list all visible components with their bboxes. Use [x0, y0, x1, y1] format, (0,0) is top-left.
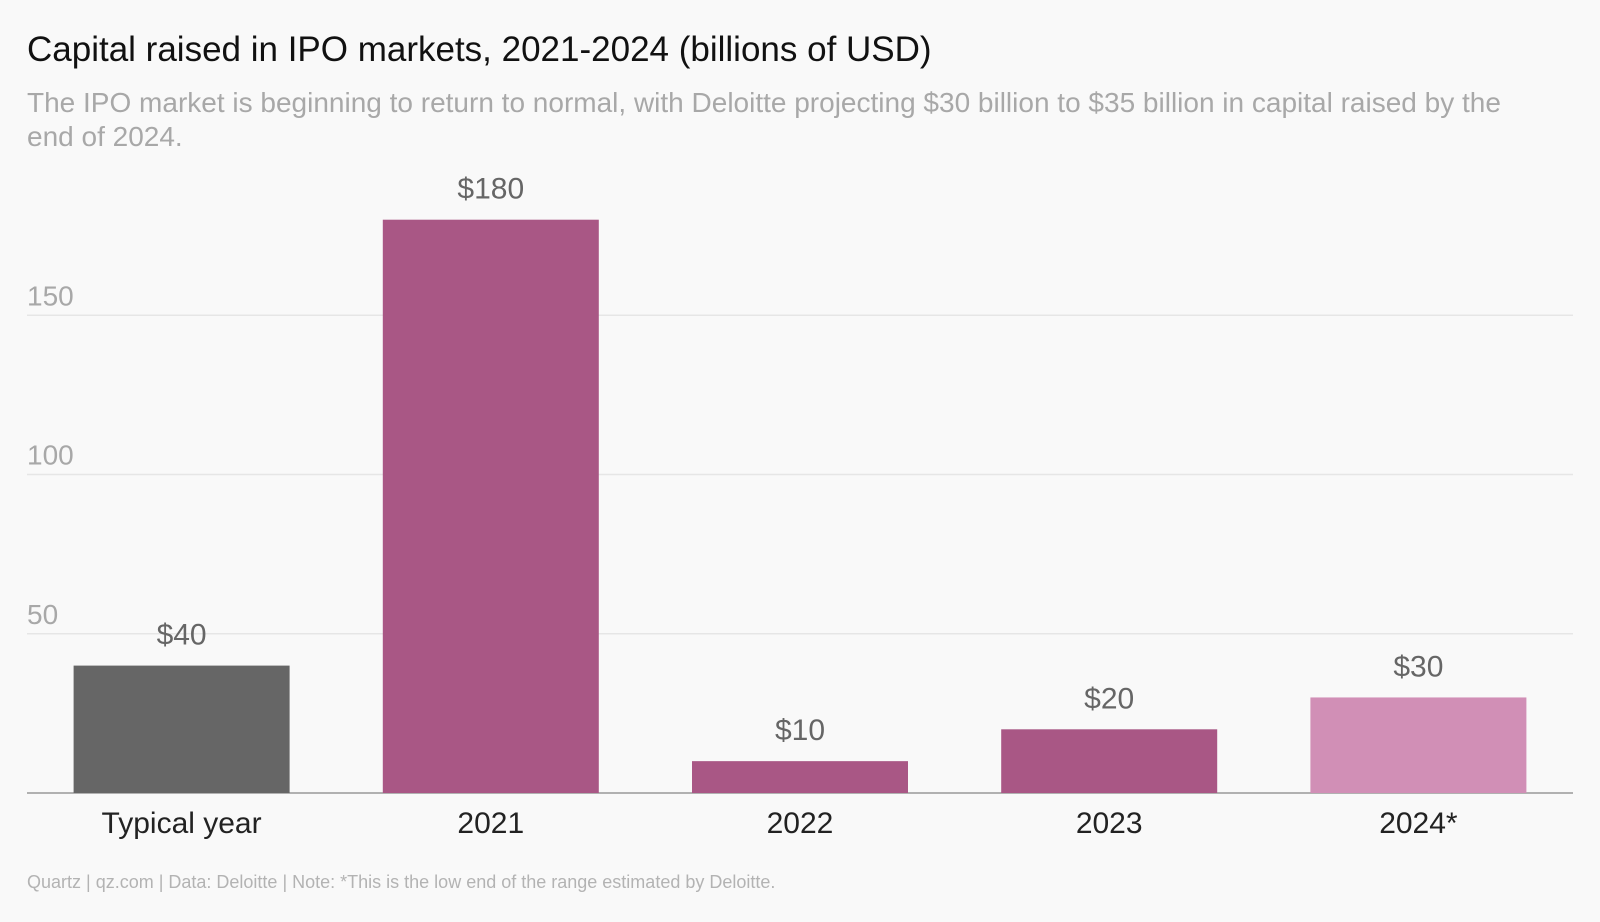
bars	[73, 219, 1527, 793]
source-note: Quartz | qz.com | Data: Deloitte | Note:…	[27, 872, 776, 892]
value-label: $180	[457, 173, 524, 206]
x-tick-label: 2023	[1076, 807, 1143, 840]
x-tick-label: Typical year	[102, 807, 262, 840]
value-label: $40	[157, 619, 207, 652]
value-label: $20	[1084, 682, 1134, 715]
chart-title: Capital raised in IPO markets, 2021-2024…	[27, 30, 932, 69]
x-tick-label: 2021	[457, 807, 524, 840]
labels: 50 100 150 $40 Typical year $180 2021 $10 2022 $2…	[27, 173, 1458, 840]
chart-subtitle: The IPO market is beginning to return to…	[27, 87, 1501, 152]
value-label: $10	[775, 714, 825, 747]
x-tick-label: 2024*	[1379, 807, 1458, 840]
bar-2021	[382, 219, 599, 793]
bar-2022	[692, 761, 908, 793]
bar-2023	[1001, 729, 1218, 793]
x-tick-label: 2022	[767, 807, 834, 840]
value-label: $30	[1393, 650, 1443, 683]
y-tick-label: 100	[27, 440, 74, 471]
bar-2024	[1310, 697, 1527, 793]
y-tick-label: 150	[27, 280, 74, 311]
bar-typical-year	[73, 665, 290, 793]
y-tick-label: 50	[27, 599, 58, 630]
bar-chart: 50 100 150 $40 Typical year $180 2021 $10 2022 $2…	[27, 173, 1573, 840]
